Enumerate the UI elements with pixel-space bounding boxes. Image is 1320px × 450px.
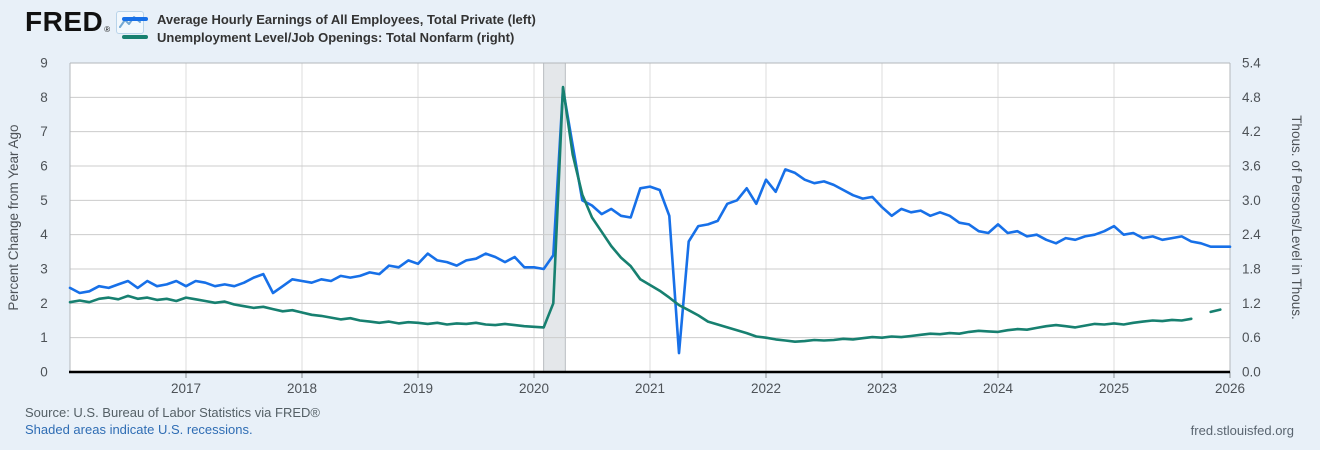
legend-label: Average Hourly Earnings of All Employees… bbox=[157, 11, 536, 27]
right-axis-tick-label: 5.4 bbox=[1242, 56, 1261, 71]
x-axis-tick-label: 2019 bbox=[403, 381, 433, 396]
legend-item-earnings[interactable]: Average Hourly Earnings of All Employees… bbox=[122, 10, 536, 28]
right-axis-tick-label: 1.2 bbox=[1242, 296, 1261, 311]
right-axis-tick-label: 1.8 bbox=[1242, 262, 1261, 277]
chart-legend: Average Hourly Earnings of All Employees… bbox=[122, 10, 536, 46]
right-axis-tick-label: 4.8 bbox=[1242, 90, 1261, 105]
x-axis-tick-label: 2018 bbox=[287, 381, 317, 396]
left-axis-tick-label: 6 bbox=[40, 159, 48, 174]
left-axis-tick-label: 9 bbox=[40, 56, 48, 71]
right-axis-title: Thous. of Persons/Level in Thous. bbox=[1289, 115, 1304, 320]
fred-logo-text: FRED bbox=[25, 6, 104, 37]
right-axis-tick-label: 3.6 bbox=[1242, 159, 1261, 174]
series-line-earnings bbox=[68, 87, 1232, 355]
right-axis-tick-label: 0.6 bbox=[1242, 330, 1261, 345]
legend-item-unemployment-openings[interactable]: Unemployment Level/Job Openings: Total N… bbox=[122, 28, 536, 46]
left-axis-tick-label: 4 bbox=[40, 227, 48, 242]
right-axis-tick-label: 4.2 bbox=[1242, 124, 1261, 139]
left-axis-tick-label: 7 bbox=[40, 124, 48, 139]
series-line-unemployment-openings bbox=[68, 85, 1222, 343]
left-axis-tick-label: 1 bbox=[40, 330, 48, 345]
fred-site-url[interactable]: fred.stlouisfed.org bbox=[1190, 423, 1294, 438]
x-axis-tick-label: 2026 bbox=[1215, 381, 1245, 396]
x-axis-tick-label: 2023 bbox=[867, 381, 897, 396]
x-axis-tick-label: 2017 bbox=[171, 381, 201, 396]
x-axis-tick-label: 2025 bbox=[1099, 381, 1129, 396]
legend-swatch-blue bbox=[122, 17, 148, 21]
legend-swatch-green bbox=[122, 35, 148, 39]
x-axis-tick-label: 2024 bbox=[983, 381, 1014, 396]
right-axis-tick-label: 3.0 bbox=[1242, 193, 1261, 208]
left-axis-tick-label: 0 bbox=[40, 365, 48, 380]
x-axis-tick-label: 2021 bbox=[635, 381, 665, 396]
left-axis-tick-label: 3 bbox=[40, 262, 48, 277]
fred-sparkline-icon bbox=[116, 11, 145, 34]
registered-mark: ® bbox=[104, 25, 111, 34]
right-axis-tick-label: 2.4 bbox=[1242, 227, 1261, 242]
fred-logo[interactable]: FRED ® bbox=[25, 6, 145, 37]
left-axis-tick-label: 2 bbox=[40, 296, 48, 311]
source-note: Source: U.S. Bureau of Labor Statistics … bbox=[25, 405, 320, 420]
legend-label: Unemployment Level/Job Openings: Total N… bbox=[157, 29, 515, 45]
right-axis-tick-label: 0.0 bbox=[1242, 365, 1261, 380]
x-axis-tick-label: 2020 bbox=[519, 381, 549, 396]
left-axis-tick-label: 8 bbox=[40, 90, 48, 105]
recession-note-link[interactable]: Shaded areas indicate U.S. recessions. bbox=[25, 422, 253, 437]
left-axis-title: Percent Change from Year Ago bbox=[6, 124, 21, 310]
left-axis-tick-label: 5 bbox=[40, 193, 48, 208]
x-axis-tick-label: 2022 bbox=[751, 381, 781, 396]
